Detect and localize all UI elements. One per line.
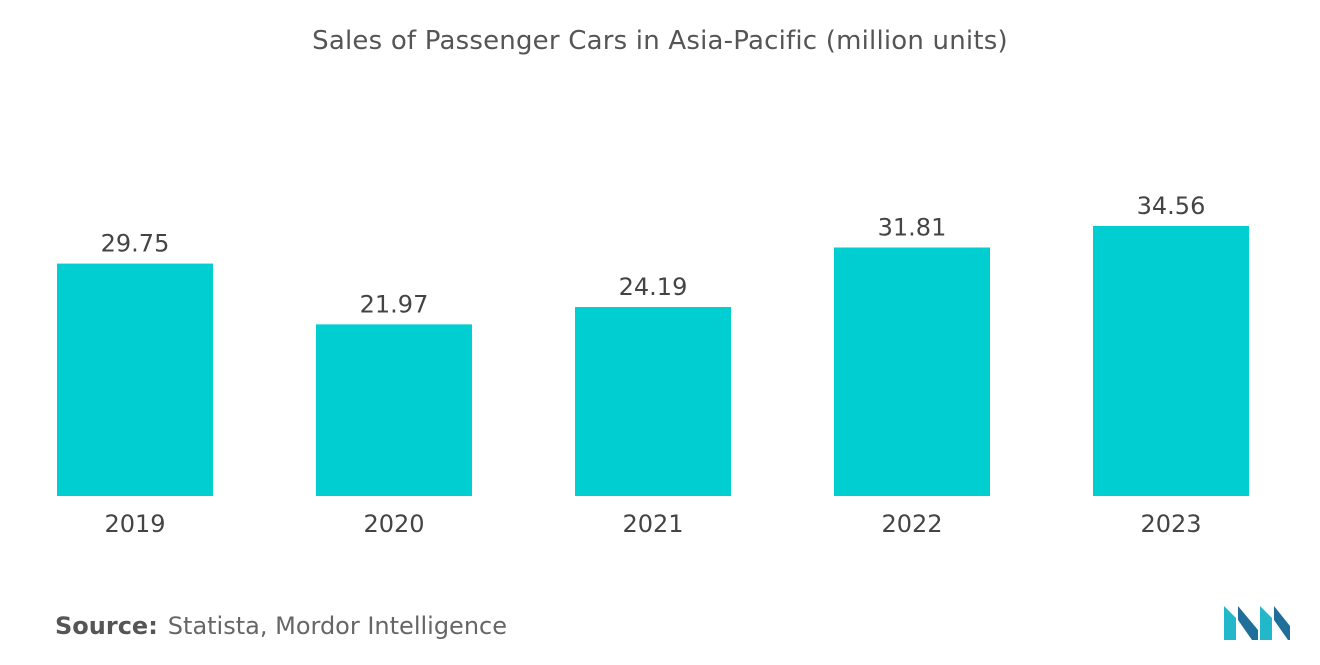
- x-tick-label-2019: 2019: [104, 510, 165, 538]
- value-label-2022: 31.81: [878, 213, 947, 241]
- x-axis-labels: 2019 2020 2021 2022 2023: [104, 510, 1201, 538]
- value-labels-group: 29.75 21.97 24.19 31.81 34.56: [101, 192, 1206, 318]
- source-label: Source:: [55, 612, 158, 640]
- mordor-intelligence-logo-icon: [1224, 606, 1290, 640]
- source-text: Statista, Mordor Intelligence: [167, 612, 507, 640]
- source-note: Source: Statista, Mordor Intelligence: [55, 612, 507, 640]
- value-label-2021: 24.19: [619, 273, 688, 301]
- bars-group: [57, 226, 1249, 496]
- bar-2023: [1093, 226, 1249, 496]
- value-label-2019: 29.75: [101, 230, 170, 258]
- bar-2021: [575, 307, 731, 496]
- x-tick-label-2023: 2023: [1140, 510, 1201, 538]
- bar-2020: [316, 324, 472, 496]
- value-label-2020: 21.97: [360, 290, 429, 318]
- x-tick-label-2021: 2021: [622, 510, 683, 538]
- bar-2022: [834, 247, 990, 496]
- x-tick-label-2022: 2022: [881, 510, 942, 538]
- bar-2019: [57, 263, 213, 496]
- value-label-2023: 34.56: [1137, 192, 1206, 220]
- logo-shape-1: [1224, 606, 1236, 640]
- logo-shape-4: [1274, 606, 1290, 640]
- logo-shape-3: [1260, 606, 1272, 640]
- chart-title: Sales of Passenger Cars in Asia-Pacific …: [312, 26, 1008, 56]
- x-tick-label-2020: 2020: [363, 510, 424, 538]
- logo-shape-2: [1238, 606, 1258, 640]
